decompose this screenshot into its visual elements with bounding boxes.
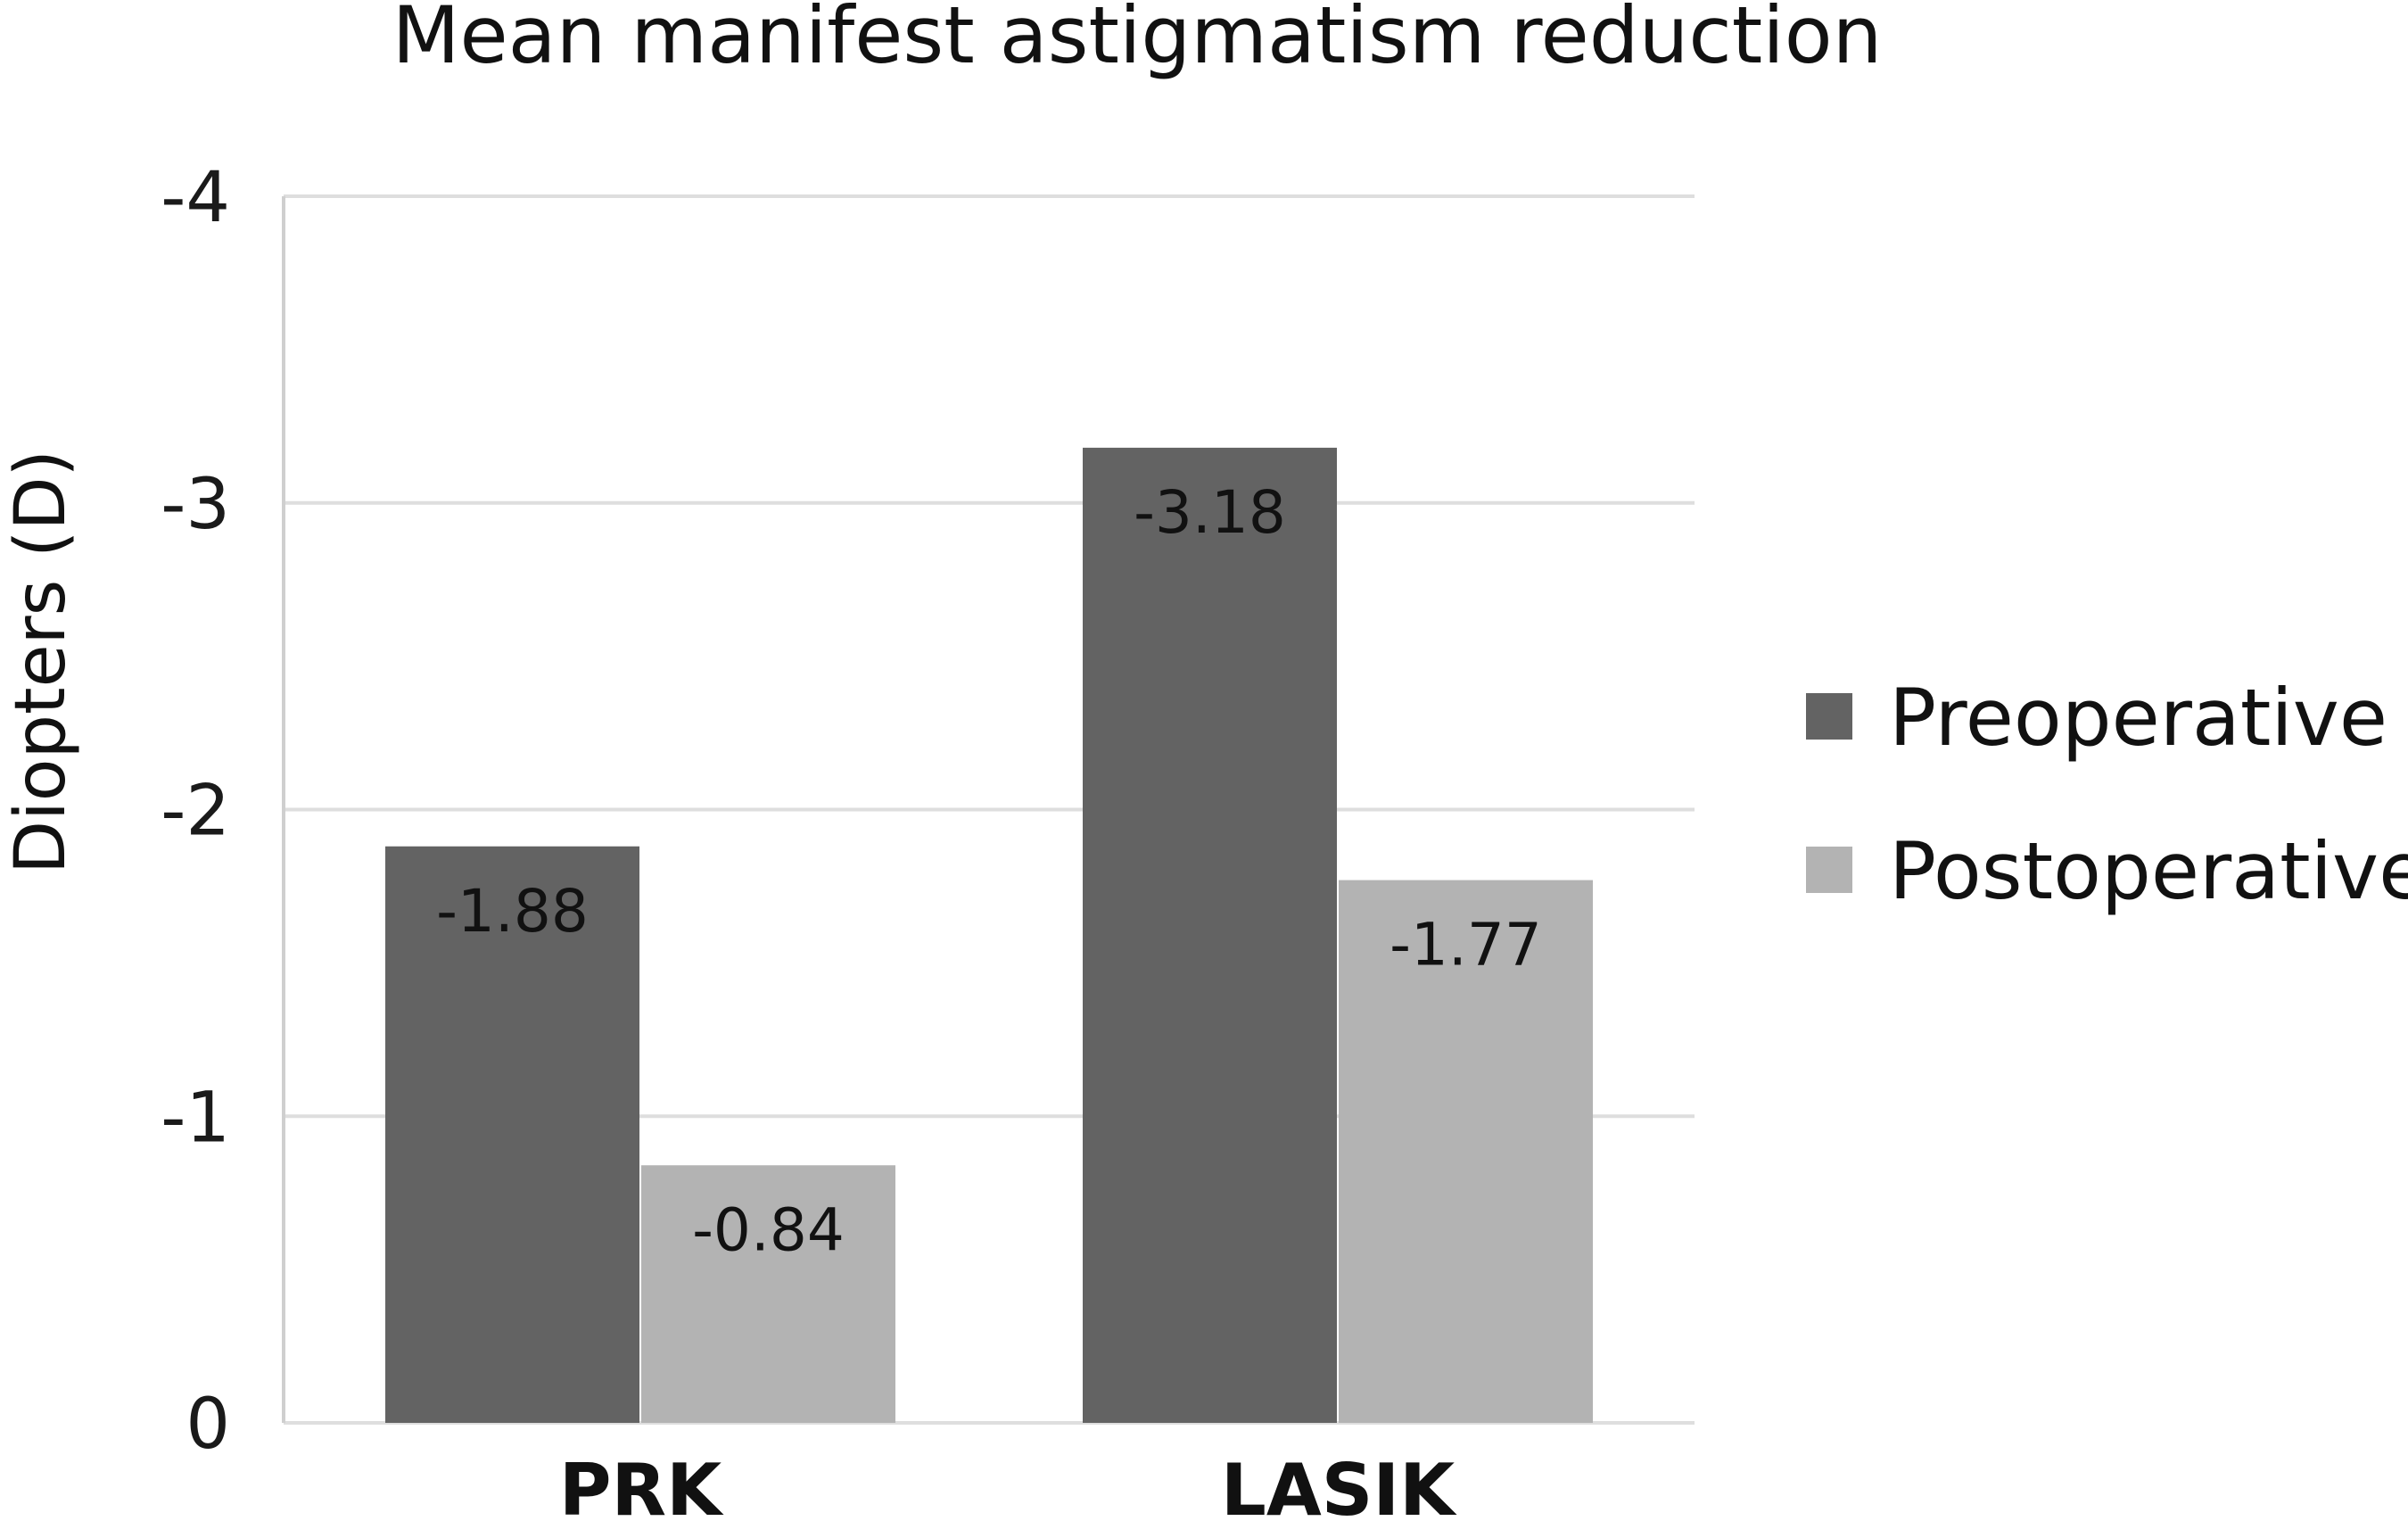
data-label: -1.77: [1390, 911, 1542, 980]
category-label-prk: PRK: [559, 1449, 724, 1521]
bar-preoperative-lasik: [1083, 447, 1337, 1423]
legend-swatch-preoperative: [1806, 693, 1852, 740]
bar-preoperative-prk: [385, 846, 639, 1423]
y-tick-labels: 0 -1 -2 -3 -4: [161, 158, 230, 1465]
legend-label-preoperative: Preoperative: [1889, 672, 2387, 764]
category-label-lasik: LASIK: [1221, 1449, 1457, 1521]
bar-postoperative-lasik: [1339, 880, 1593, 1423]
chart-title: Mean manifest astigmatism reduction: [392, 0, 1883, 81]
y-tick-label: -1: [161, 1078, 230, 1158]
category-labels: PRK LASIK: [559, 1449, 1457, 1521]
y-tick-label: -2: [161, 772, 230, 852]
bar-postoperative-prk: [641, 1165, 895, 1423]
y-tick-label: -4: [161, 158, 230, 238]
legend-label-postoperative: Postoperative: [1889, 825, 2408, 917]
data-label: -1.88: [436, 877, 589, 946]
y-axis-label: Diopters (D): [1, 450, 81, 874]
data-label: -3.18: [1134, 478, 1286, 547]
data-label: -0.84: [692, 1195, 845, 1264]
y-tick-label: 0: [186, 1385, 230, 1465]
legend: Preoperative Postoperative: [1806, 672, 2408, 917]
y-tick-label: -3: [161, 465, 230, 545]
data-labels: -1.88 -0.84 -3.18 -1.77: [436, 478, 1542, 1264]
legend-swatch-postoperative: [1806, 847, 1852, 893]
bars: [385, 447, 1593, 1423]
